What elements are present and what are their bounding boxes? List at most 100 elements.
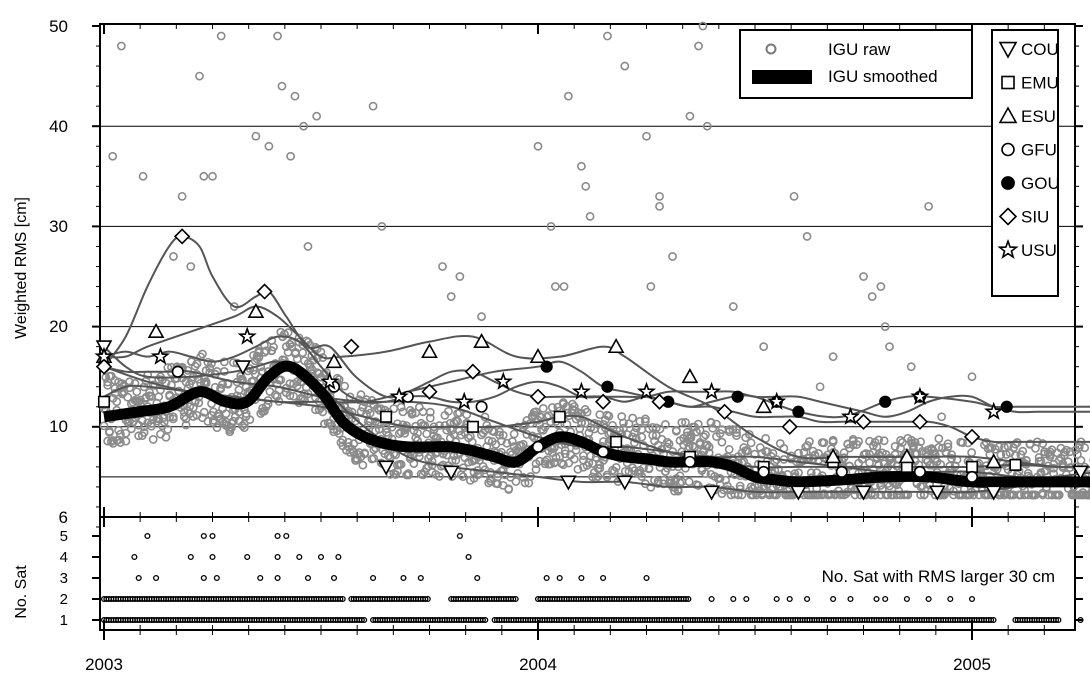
station-marker-cou (616, 475, 634, 491)
igu-raw-point (639, 463, 648, 473)
legend-right-box (991, 29, 1059, 297)
legend-label-esu: ESU (1021, 107, 1056, 126)
nsat-point (330, 574, 338, 582)
igu-raw-point (549, 443, 559, 453)
igu-raw-point (967, 372, 977, 382)
igu-raw-point (894, 486, 904, 496)
station-marker-siu (464, 363, 482, 380)
igu-raw-point (362, 395, 371, 405)
nsat-point (257, 574, 264, 582)
igu-raw-point (819, 438, 829, 448)
legend-label-emu: EMU (1021, 74, 1059, 93)
station-marker-siu (781, 418, 798, 435)
station-marker-gou (601, 380, 614, 393)
igu-raw-point (620, 61, 630, 71)
igu-raw-point (681, 417, 690, 427)
igu-raw-point (695, 425, 705, 435)
nsat-point (213, 574, 220, 582)
nsat-point (244, 553, 251, 561)
nsat-point (685, 595, 692, 603)
igu-raw-point (156, 385, 165, 395)
igu-raw-point (684, 442, 694, 452)
igu-raw-point (1087, 487, 1090, 496)
nsat-point (643, 574, 650, 582)
igu-raw-point (706, 418, 716, 428)
legend-label-cou: COU (1021, 40, 1059, 59)
nsat-point (882, 595, 889, 603)
nsat-point (925, 595, 932, 603)
station-marker-esu (985, 453, 1003, 469)
igu-raw-point (619, 423, 628, 433)
rms-panel (92, 21, 1090, 528)
igu-raw-point (569, 454, 579, 464)
station-marker-cou (234, 360, 252, 376)
igu-raw-point (261, 346, 271, 356)
igu-raw-point (693, 481, 703, 490)
igu-raw-point (661, 420, 670, 429)
igu-raw-point (139, 428, 149, 437)
station-marker-cou (442, 465, 460, 481)
igu-raw-point (581, 181, 591, 191)
igu-raw-point (854, 436, 864, 446)
nsat-point (337, 595, 344, 603)
igu-raw-point (103, 380, 113, 390)
y-tick-label-20: 20 (49, 317, 68, 336)
nsat-point (873, 595, 880, 603)
station-marker-emu (380, 410, 393, 423)
station-marker-gfu (171, 365, 184, 378)
legend-stations: COU EMU ESU GFU GOU SIU USU (991, 29, 1060, 297)
igu-raw-point (704, 442, 714, 452)
legend-label-gfu: GFU (1021, 141, 1057, 160)
igu-raw-point (238, 421, 247, 431)
nsat-point (1055, 616, 1062, 624)
station-marker-usu (702, 381, 722, 400)
igu-raw-point (620, 466, 630, 476)
igu-raw-point (464, 457, 473, 467)
legend-label-gou: GOU (1021, 174, 1060, 193)
igu-raw-point (159, 417, 169, 427)
nsat-point (131, 553, 138, 561)
legend-raw-marker (765, 43, 777, 55)
igu-raw-point (130, 379, 140, 388)
igu-raw-point (924, 201, 933, 211)
igu-raw-point (276, 375, 286, 385)
igu-raw-point (585, 211, 595, 221)
nsat-point (512, 595, 519, 603)
igu-raw-point (721, 475, 730, 485)
igu-raw-point (498, 430, 508, 440)
igu-raw-point (728, 302, 738, 311)
station-marker-gfu (531, 440, 545, 453)
nsat-point (361, 616, 368, 624)
igu-raw-point (116, 438, 125, 447)
legend-left-box (739, 29, 973, 99)
igu-raw-point (303, 242, 313, 251)
igu-raw-point (619, 418, 628, 428)
igu-raw-point (867, 292, 877, 301)
igu-raw-point (655, 424, 665, 434)
nsat-point (773, 595, 780, 603)
igu-raw-point (943, 439, 953, 449)
nsat-point (370, 574, 377, 582)
igu-raw-point (958, 438, 967, 448)
igu-raw-point (936, 460, 946, 469)
legend-marker-gou (1001, 176, 1015, 190)
station-marker-siu (173, 228, 191, 245)
nsat-point (274, 553, 281, 561)
nsat-tick-label-3: 3 (60, 570, 68, 587)
igu-raw-point (477, 312, 486, 321)
station-marker-siu (256, 283, 273, 300)
igu-raw-point (1080, 443, 1090, 453)
igu-raw-point (425, 413, 435, 423)
igu-raw-point (207, 358, 216, 368)
station-marker-usu (454, 391, 474, 410)
igu-raw-point (582, 407, 592, 417)
igu-raw-point (947, 450, 957, 460)
x-tick-label-2004: 2004 (519, 655, 557, 674)
station-line-esu (103, 305, 1090, 469)
station-marker-cou (855, 485, 872, 501)
igu-raw-point (447, 456, 457, 466)
igu-raw-point (446, 292, 456, 301)
igu-raw-point (538, 403, 548, 413)
igu-raw-point (212, 423, 222, 433)
